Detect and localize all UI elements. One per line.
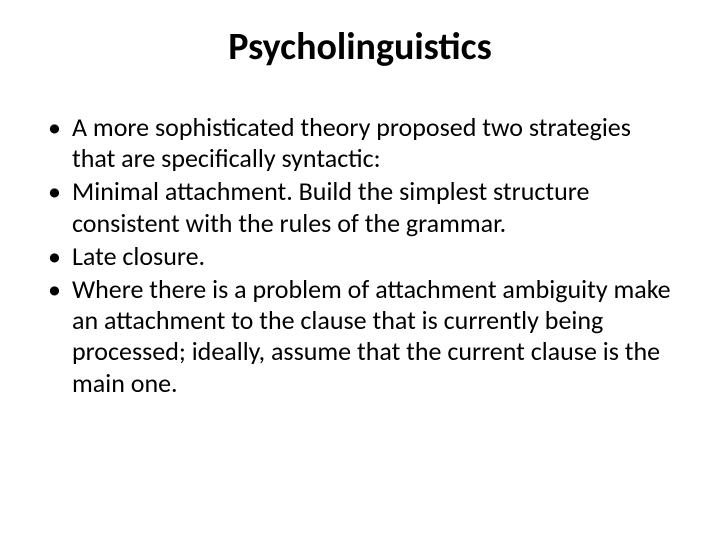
bullet-text: Late closure.: [72, 240, 205, 272]
list-item: A more sophisticated theory proposed two…: [44, 112, 680, 174]
slide: Psycholinguistics A more sophisticated t…: [0, 0, 720, 540]
bullet-text: A more sophisticated theory proposed two…: [72, 111, 631, 174]
bullet-text: Where there is a problem of attachment a…: [72, 273, 671, 399]
slide-title: Psycholinguistics: [40, 24, 680, 70]
list-item: Where there is a problem of attachment a…: [44, 274, 680, 399]
bullet-text: Minimal attachment. Build the simplest s…: [72, 175, 589, 238]
bullet-list: A more sophisticated theory proposed two…: [40, 112, 680, 399]
list-item: Late closure.: [44, 241, 680, 272]
list-item: Minimal attachment. Build the simplest s…: [44, 176, 680, 238]
